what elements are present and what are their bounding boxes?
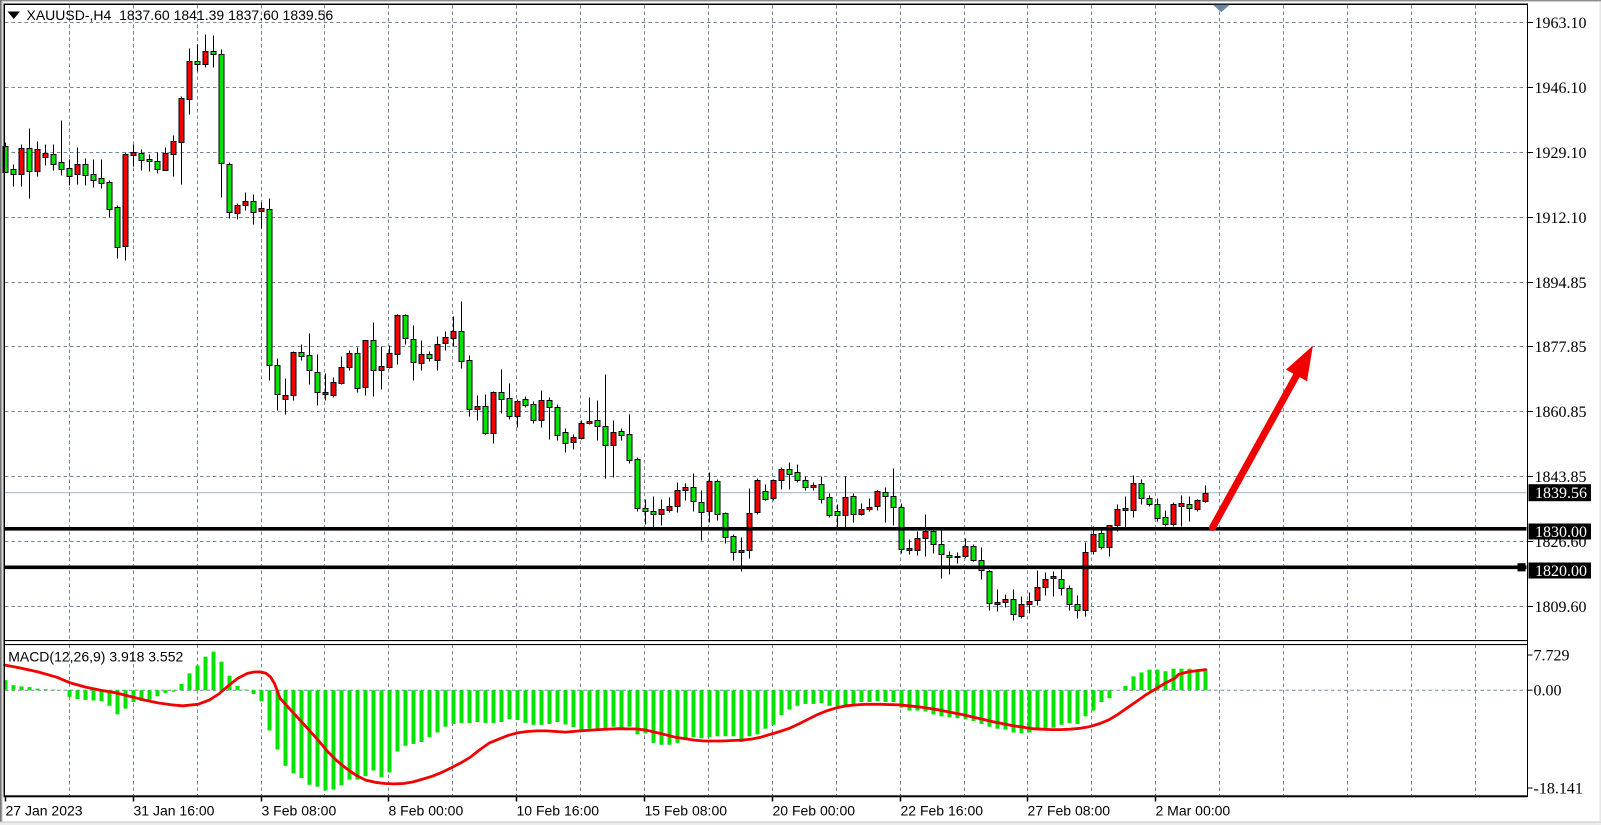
svg-text:27 Jan 2023: 27 Jan 2023 xyxy=(6,803,83,819)
svg-text:27 Feb 08:00: 27 Feb 08:00 xyxy=(1028,803,1111,819)
svg-text:3 Feb 08:00: 3 Feb 08:00 xyxy=(262,803,337,819)
svg-text:0.00: 0.00 xyxy=(1534,683,1562,700)
svg-text:15 Feb 08:00: 15 Feb 08:00 xyxy=(645,803,728,819)
svg-text:10 Feb 16:00: 10 Feb 16:00 xyxy=(517,803,600,819)
svg-text:31 Jan 16:00: 31 Jan 16:00 xyxy=(134,803,215,819)
svg-text:2 Mar 00:00: 2 Mar 00:00 xyxy=(1156,803,1231,819)
svg-text:1830.00: 1830.00 xyxy=(1535,524,1587,541)
svg-text:1912.10: 1912.10 xyxy=(1535,210,1587,227)
svg-text:8 Feb 00:00: 8 Feb 00:00 xyxy=(389,803,464,819)
svg-text:1860.85: 1860.85 xyxy=(1535,404,1587,421)
svg-text:20 Feb 00:00: 20 Feb 00:00 xyxy=(773,803,856,819)
svg-text:1877.85: 1877.85 xyxy=(1535,339,1587,356)
svg-text:1929.10: 1929.10 xyxy=(1535,145,1587,162)
svg-text:MACD(12,26,9) 3.918 3.552: MACD(12,26,9) 3.918 3.552 xyxy=(8,649,183,665)
svg-text:1894.85: 1894.85 xyxy=(1535,275,1587,292)
svg-text:XAUUSD-,H4 1837.60 1841.39 18: XAUUSD-,H4 1837.60 1841.39 1837.60 1839.… xyxy=(27,7,334,23)
svg-text:1843.85: 1843.85 xyxy=(1535,469,1587,486)
svg-text:7.729: 7.729 xyxy=(1534,648,1570,665)
svg-text:-18.141: -18.141 xyxy=(1534,781,1583,798)
svg-text:1946.10: 1946.10 xyxy=(1535,80,1587,97)
svg-text:22 Feb 16:00: 22 Feb 16:00 xyxy=(901,803,984,819)
svg-text:1963.10: 1963.10 xyxy=(1535,15,1587,32)
svg-text:1809.60: 1809.60 xyxy=(1535,599,1587,616)
svg-text:1839.56: 1839.56 xyxy=(1535,485,1587,502)
svg-text:1820.00: 1820.00 xyxy=(1535,563,1587,580)
